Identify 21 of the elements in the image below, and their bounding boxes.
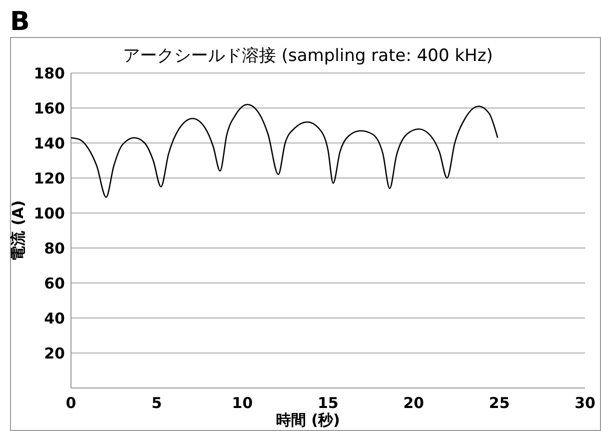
x-tick-label: 25 <box>488 394 510 412</box>
y-tick-label: 120 <box>34 169 65 188</box>
chart-title: アークシールド溶接 (sampling rate: 400 kHz) <box>123 46 493 66</box>
x-tick-label: 15 <box>318 394 338 412</box>
x-tick-label: 0 <box>66 394 76 412</box>
x-tick-label: 20 <box>403 394 424 412</box>
y-tick-label: 40 <box>44 309 65 328</box>
y-tick-label: 80 <box>44 239 65 258</box>
y-tick-label: 60 <box>44 274 65 292</box>
y-tick-label: 140 <box>34 134 65 152</box>
y-tick-label: 100 <box>34 204 65 222</box>
x-tick-label: 10 <box>232 394 253 412</box>
y-tick-label: 20 <box>44 344 65 362</box>
x-axis-title: 時間 (秒) <box>276 411 340 429</box>
line-series <box>70 104 498 198</box>
x-tick-label: 5 <box>151 394 162 412</box>
y-tick-label: 180 <box>34 64 65 82</box>
text: B <box>10 7 30 37</box>
y-tick-label: 160 <box>34 99 65 118</box>
y-axis-title: 電流 (A) <box>9 200 27 261</box>
x-tick-label: 30 <box>574 394 596 412</box>
